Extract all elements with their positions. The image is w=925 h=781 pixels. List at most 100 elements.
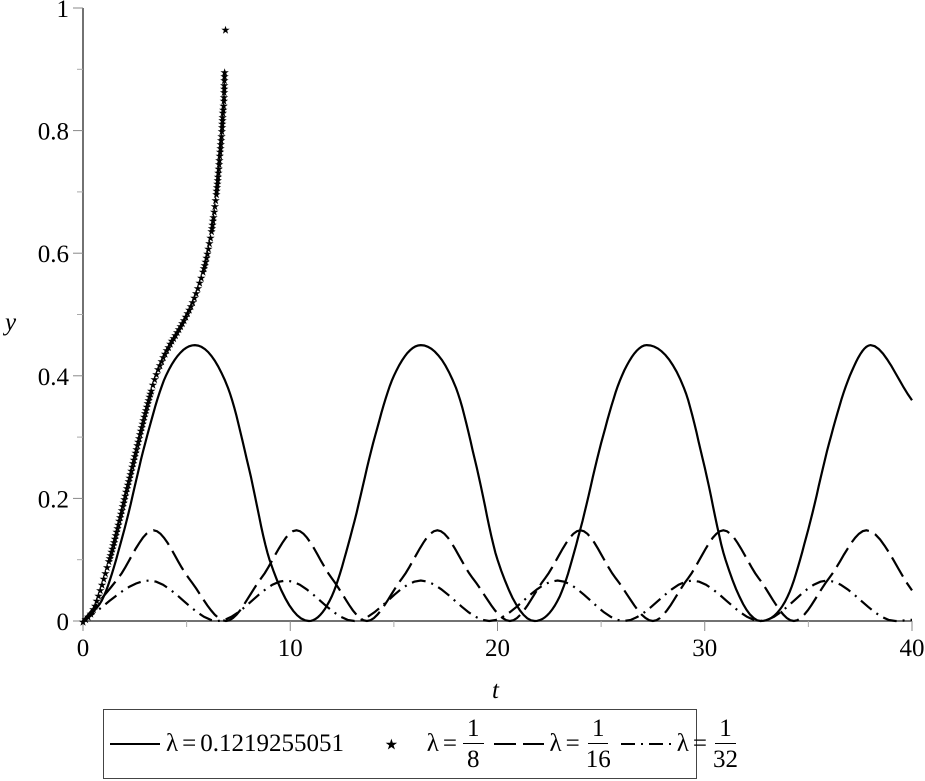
star-marker-icon: ⋆ <box>140 395 154 420</box>
star-marker-icon: ⋆ <box>214 129 228 154</box>
star-marker-icon: ⋆ <box>209 189 223 214</box>
star-marker-icon: ⋆ <box>92 584 106 609</box>
y-tick-label: 0.8 <box>38 119 69 146</box>
star-marker-icon: ⋆ <box>105 540 119 565</box>
star-marker-icon: ⋆ <box>130 437 144 462</box>
star-marker-icon: ⋆ <box>137 408 151 433</box>
star-marker-icon: ⋆ <box>217 77 231 102</box>
star-marker-icon: ⋆ <box>163 332 177 357</box>
star-marker-icon: ⋆ <box>131 430 145 455</box>
equals-sign: = <box>565 730 580 757</box>
equals-sign: = <box>442 730 457 757</box>
star-marker-icon: ⋆ <box>99 561 113 586</box>
star-marker-icon: ⋆ <box>100 556 114 581</box>
star-marker-icon: ⋆ <box>118 484 132 509</box>
star-marker-icon: ⋆ <box>125 455 139 480</box>
star-marker-icon: ⋆ <box>203 232 217 257</box>
star-marker-icon: ⋆ <box>115 498 129 523</box>
star-marker-icon: ⋆ <box>212 161 226 186</box>
star-marker-icon: ⋆ <box>142 388 156 413</box>
dashed-line-icon <box>493 743 544 745</box>
y-tick-label: 0.4 <box>38 364 70 391</box>
star-marker-icon: ⋆ <box>191 276 205 301</box>
star-marker-icon: ⋆ <box>193 271 207 296</box>
y-tick-label: 0 <box>57 609 70 636</box>
star-marker-icon: ⋆ <box>196 260 210 285</box>
star-marker-icon: ⋆ <box>206 213 220 238</box>
star-marker-icon: ⋆ <box>182 298 196 323</box>
star-marker-icon: ⋆ <box>150 362 164 387</box>
star-marker-icon: ⋆ <box>205 220 219 245</box>
lambda-symbol: λ <box>426 730 439 757</box>
star-marker-icon: ⋆ <box>116 495 130 520</box>
star-marker-icon: ⋆ <box>158 342 172 367</box>
star-marker-icon: ⋆ <box>132 426 146 451</box>
star-marker-icon: ⋆ <box>108 527 122 552</box>
x-tick-label: 0 <box>77 635 90 662</box>
star-marker-icon: ⋆ <box>213 140 227 165</box>
y-ticks: 0 0.2 0.4 0.6 0.8 1 <box>38 0 83 636</box>
series-line-dashed <box>82 529 913 623</box>
star-marker-icon: ⋆ <box>126 452 140 477</box>
star-marker-icon: ⋆ <box>122 470 136 495</box>
star-marker-icon: ⋆ <box>194 266 208 291</box>
star-marker-icon: ⋆ <box>206 209 220 234</box>
star-marker-icon: ⋆ <box>104 543 118 568</box>
star-marker-icon: ⋆ <box>215 124 229 149</box>
legend-value: 0.1219255051 <box>200 730 344 757</box>
star-marker-icon: ⋆ <box>198 253 212 278</box>
star-marker-icon: ⋆ <box>200 246 214 271</box>
star-marker-icon: ⋆ <box>218 68 232 93</box>
lambda-symbol: λ <box>549 730 562 757</box>
star-marker-icon: ⋆ <box>121 473 135 498</box>
numerator: 1 <box>463 716 484 744</box>
star-marker-icon: ⋆ <box>217 89 231 114</box>
star-marker-icon: ⋆ <box>200 242 214 267</box>
star-marker-icon: ⋆ <box>216 98 230 123</box>
star-marker-icon: ⋆ <box>112 509 126 534</box>
x-tick-label: 20 <box>485 635 510 662</box>
star-marker-icon: ⋆ <box>127 448 141 473</box>
star-marker-icon: ⋆ <box>139 398 153 423</box>
x-tick-label: 30 <box>692 635 717 662</box>
star-marker-icon: ⋆ <box>131 434 145 459</box>
star-marker-icon: ⋆ <box>209 182 223 207</box>
numerator: 1 <box>587 716 609 744</box>
star-marker-icon: ⋆ <box>97 567 111 592</box>
numerator: 1 <box>715 716 736 744</box>
star-marker-icon: ⋆ <box>105 537 119 562</box>
star-marker-icon: ⋆ <box>217 80 231 105</box>
x-axis-label: t <box>492 677 500 704</box>
star-marker-icon: ⋆ <box>114 502 128 527</box>
star-marker-icon: ⋆ <box>148 367 162 392</box>
star-marker-icon: ⋆ <box>210 172 224 197</box>
star-marker-icon: ⋆ <box>124 459 138 484</box>
fraction: 1 32 <box>713 716 738 772</box>
x-tick-label: 40 <box>900 635 925 662</box>
star-marker-icon: ⋆ <box>117 491 131 516</box>
star-marker-icon: ⋆ <box>113 506 127 531</box>
x-ticks: 0 10 20 30 40 <box>77 621 925 662</box>
star-marker-icon: ⋆ <box>109 524 123 549</box>
equals-sign: = <box>182 730 197 757</box>
denominator: 16 <box>585 746 611 773</box>
denominator: 8 <box>467 746 480 773</box>
star-marker-icon: ⋆ <box>167 326 181 351</box>
star-marker-icon: ⋆ <box>102 549 116 574</box>
star-marker-icon: ⋆ <box>165 329 179 354</box>
star-marker-icon: ⋆ <box>204 226 218 251</box>
star-marker-icon: ⋆ <box>213 144 227 169</box>
star-marker-icon: ⋆ <box>170 320 184 345</box>
star-marker-icon: ⋆ <box>134 419 148 444</box>
star-marker-icon: ⋆ <box>177 309 191 334</box>
star-marker-icon: ⋆ <box>218 64 232 89</box>
star-marker-icon: ⋆ <box>111 516 125 541</box>
star-marker-icon: ⋆ <box>215 115 229 140</box>
star-marker-icon: ⋆ <box>141 392 155 417</box>
star-marker-icon: ⋆ <box>138 402 152 427</box>
star-marker-icon: ⋆ <box>210 179 224 204</box>
star-marker-icon: ⋆ <box>216 106 230 131</box>
star-marker-icon: ⋆ <box>118 487 132 512</box>
star-marker-icon: ⋆ <box>155 349 169 374</box>
